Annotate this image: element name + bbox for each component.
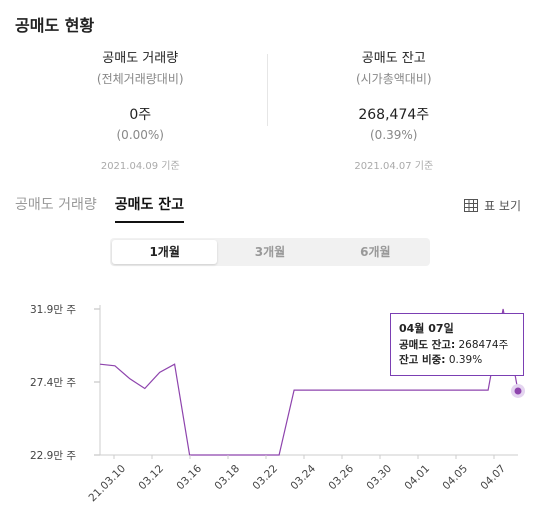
x-tick-label: 03.12	[136, 463, 166, 493]
x-tick-label: 03.30	[364, 463, 394, 493]
tooltip-balance: 공매도 잔고: 268474주	[399, 338, 515, 353]
balance-summary: 공매도 잔고 (시가총액대비) 268,474주 (0.39%) 2021.04…	[268, 50, 521, 172]
chart-tooltip: 04월 07일 공매도 잔고: 268474주 잔고 비중: 0.39%	[390, 313, 524, 376]
volume-date: 2021.04.09 기준	[100, 161, 180, 172]
x-tick-label: 04.01	[402, 463, 432, 493]
tooltip-balance-value: 268474주	[458, 339, 509, 351]
x-tick-label: 03.24	[288, 462, 318, 492]
tab-volume[interactable]: 공매도 거래량	[15, 197, 97, 213]
balance-value: 268,474주	[358, 107, 430, 123]
balance-sub-label: (시가총액대비)	[355, 72, 432, 86]
x-tick-label: 04.07	[478, 463, 508, 493]
x-tick-label: 04.05	[440, 463, 470, 493]
balance-label: 공매도 잔고	[361, 51, 426, 66]
volume-value: 0주	[129, 107, 152, 123]
highlighted-data-point[interactable]	[514, 387, 522, 395]
period-selector: 1개월 3개월 6개월	[110, 238, 430, 266]
tooltip-ratio-label: 잔고 비중:	[399, 354, 446, 366]
period-3m-button[interactable]: 3개월	[254, 245, 286, 259]
y-tick-label: 27.4만 주	[30, 377, 76, 389]
page-title: 공매도 현황	[15, 16, 95, 35]
table-view-button[interactable]: 표 보기	[464, 197, 521, 214]
tooltip-date: 04월 07일	[399, 322, 454, 335]
balance-line-chart[interactable]: 31.9만 주 27.4만 주 22.9만 주 21.03.10 03.12 03.16…	[0, 290, 533, 518]
x-tick-label: 03.18	[212, 463, 242, 493]
period-6m-button[interactable]: 6개월	[360, 245, 391, 259]
table-view-label: 표 보기	[484, 199, 521, 213]
chart-tabs: 공매도 거래량 공매도 잔고	[15, 194, 185, 223]
y-tick-label: 22.9만 주	[30, 450, 76, 462]
volume-sub-label: (전체거래량대비)	[96, 72, 184, 86]
x-tick-label: 03.22	[250, 463, 280, 493]
balance-date: 2021.04.07 기준	[354, 161, 434, 172]
summary-divider	[266, 54, 268, 126]
tooltip-ratio-value: 0.39%	[448, 354, 483, 366]
table-icon	[464, 199, 479, 212]
x-tick-label: 03.16	[174, 462, 204, 492]
balance-series-line	[99, 308, 519, 456]
volume-label: 공매도 거래량	[102, 51, 179, 66]
tooltip-balance-label: 공매도 잔고:	[399, 339, 456, 351]
x-tick-label: 21.03.10	[87, 463, 129, 505]
y-tick-label: 31.9만 주	[30, 304, 76, 316]
tab-balance[interactable]: 공매도 잔고	[114, 194, 185, 223]
tooltip-ratio: 잔고 비중: 0.39%	[399, 353, 515, 368]
volume-ratio: (0.00%)	[116, 128, 164, 142]
balance-ratio: (0.39%)	[370, 128, 418, 142]
volume-summary: 공매도 거래량 (전체거래량대비) 0주 (0.00%) 2021.04.09 …	[14, 50, 267, 172]
short-selling-summary: 공매도 거래량 (전체거래량대비) 0주 (0.00%) 2021.04.09 …	[14, 50, 521, 172]
x-tick-label: 03.26	[326, 462, 356, 492]
period-1m-button[interactable]: 1개월	[112, 240, 218, 264]
